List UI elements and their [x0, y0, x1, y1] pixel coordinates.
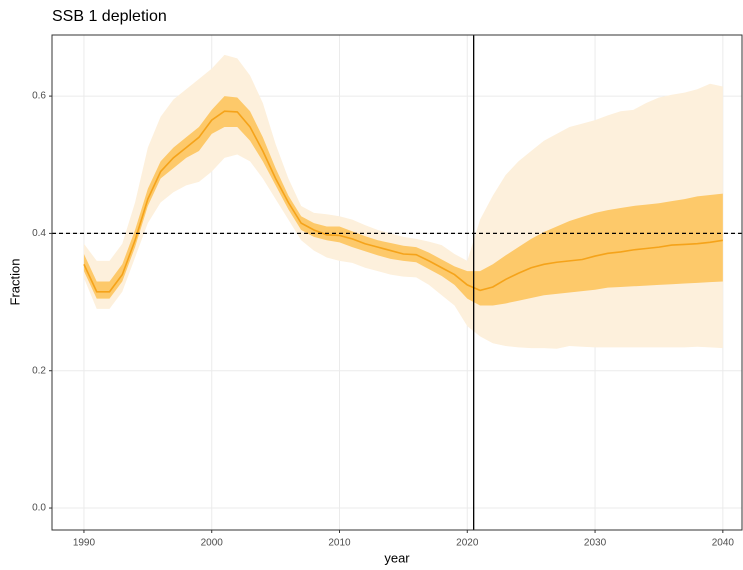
y-tick-label: 0.0 [32, 503, 46, 514]
x-tick-label: 2010 [328, 538, 351, 549]
y-axis-label: Fraction [7, 259, 22, 306]
x-tick-label: 2030 [584, 538, 607, 549]
x-axis-label: year [384, 550, 410, 565]
x-tick-label: 2040 [712, 538, 735, 549]
x-tick-label: 1990 [73, 538, 96, 549]
x-tick-label: 2020 [456, 538, 479, 549]
y-tick-label: 0.4 [32, 228, 46, 239]
y-tick-label: 0.6 [32, 91, 46, 102]
median-line [83, 110, 723, 293]
chart-title: SSB 1 depletion [52, 8, 167, 25]
panel-border [51, 34, 743, 531]
x-tick-label: 2000 [201, 538, 224, 549]
band-50 [83, 96, 723, 306]
y-tick-label: 0.2 [32, 365, 46, 376]
